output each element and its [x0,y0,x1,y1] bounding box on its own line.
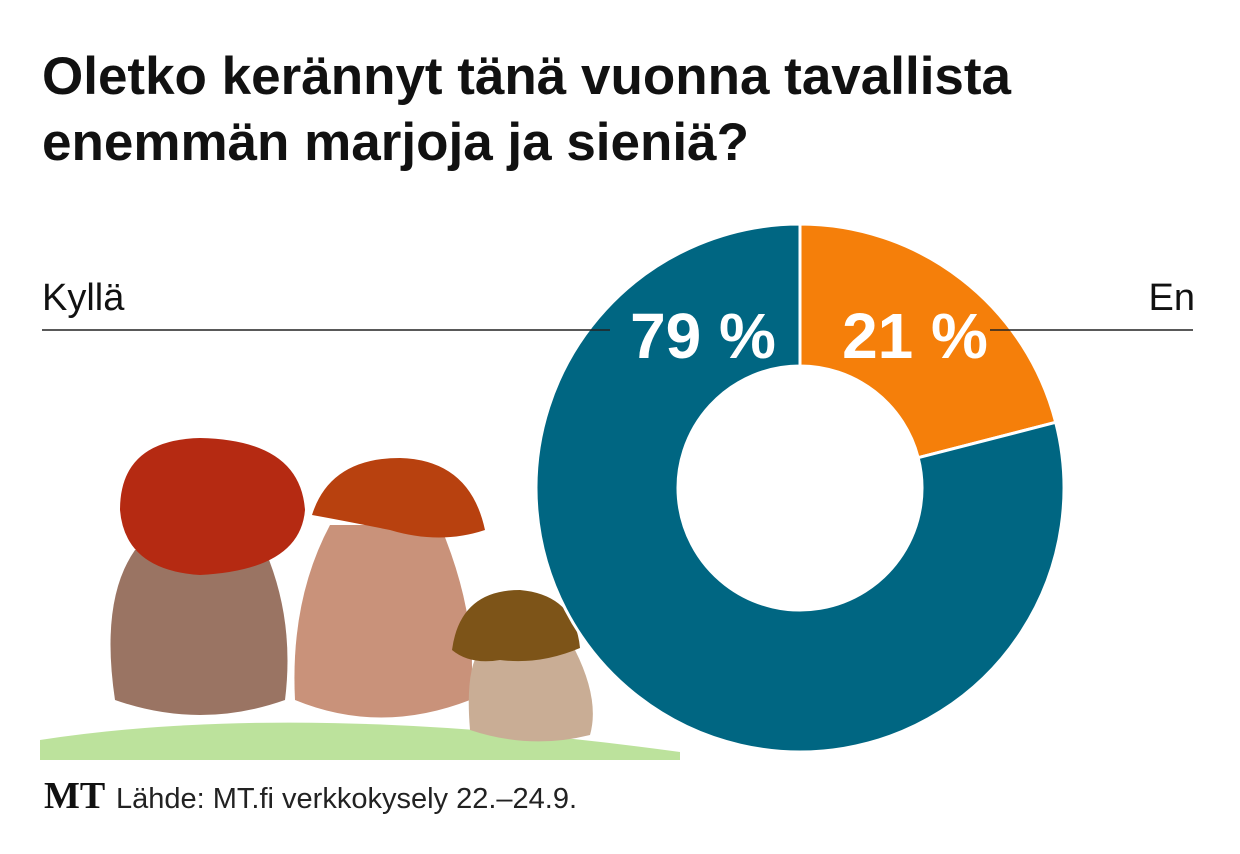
donut-slice [798,222,1058,460]
mushroom-illustration [40,438,680,760]
source: Lähde: MT.fi verkkokysely 22.–24.9. [116,783,577,815]
legend-label: En [1149,277,1195,319]
chart-title: Oletko kerännyt tänä vuonna tavallista e… [42,47,1012,172]
logo: MT [44,775,105,817]
value-label: 79 % [630,300,776,372]
donut-slice [534,222,1066,754]
value-label: 21 % [842,300,988,372]
legend-label: Kyllä [42,277,125,319]
